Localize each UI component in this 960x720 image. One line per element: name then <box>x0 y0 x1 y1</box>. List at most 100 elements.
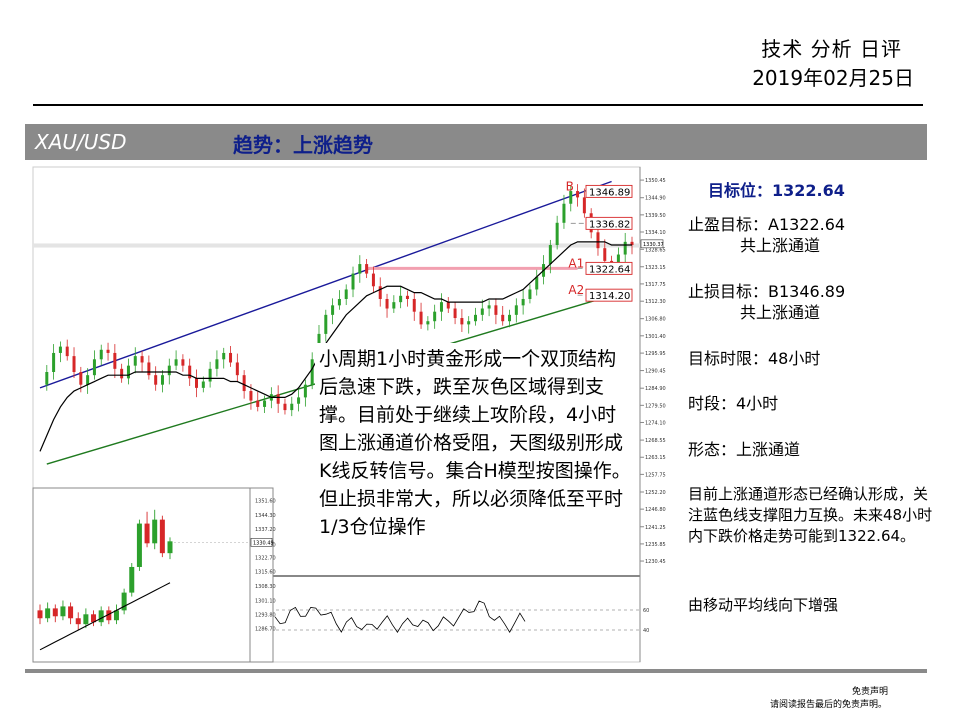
candle-body <box>405 295 409 299</box>
candle-body <box>501 314 505 322</box>
candle-body <box>412 298 416 312</box>
daily-candle-body <box>60 606 66 617</box>
daily-y-tick-label: 1315.60 <box>255 570 276 576</box>
level-label: B <box>566 179 574 193</box>
candle-body <box>473 314 477 322</box>
daily-y-tick-label: 1337.20 <box>255 527 276 533</box>
analysis-description: 目前上涨通道形态已经确认形成，关注蓝色线支撑阻力互换。未来48小时内下跌价格走势… <box>688 485 933 545</box>
y-tick-label: 1339.50 <box>645 213 666 219</box>
candle-body <box>242 375 246 392</box>
candle-body <box>480 308 484 315</box>
daily-chart-frame <box>32 487 274 663</box>
daily-candle-body <box>144 523 150 544</box>
candle-body <box>535 276 539 290</box>
candle-body <box>58 346 62 353</box>
candle-body <box>623 241 627 255</box>
level-label: A1 <box>568 256 584 270</box>
candle-body <box>147 362 151 376</box>
target-price: 目标位：1322.64 <box>708 181 845 200</box>
candle-body <box>555 222 559 246</box>
candle-body <box>167 365 171 376</box>
stop-loss-line: 止损目标：B1346.89 <box>688 282 846 301</box>
candle-body <box>222 352 226 360</box>
candle-body <box>174 359 178 366</box>
support-zone <box>33 243 640 248</box>
y-tick-label: 1306.80 <box>645 317 666 323</box>
candle-body <box>365 264 369 274</box>
candle-body <box>385 298 389 309</box>
y-tick-label: 1328.65 <box>645 247 666 253</box>
candle-body <box>154 375 158 385</box>
candle-body <box>419 311 423 325</box>
candle-body <box>310 359 314 385</box>
daily-candle-body <box>129 566 135 593</box>
candle-body <box>201 381 205 388</box>
daily-y-tick-label: 1329.40 <box>255 542 276 548</box>
candle-body <box>569 191 573 204</box>
candle-body <box>589 213 593 233</box>
candle-body <box>181 359 185 366</box>
candle-body <box>603 248 607 261</box>
take-profit-target: 止盈目标：A1322.64 共上涨通道 <box>688 214 845 256</box>
candle-body <box>208 368 212 382</box>
candle-body <box>276 394 280 404</box>
candle-body <box>460 318 464 325</box>
daily-y-tick-label: 1301.10 <box>255 598 276 604</box>
candle-body <box>45 372 49 385</box>
candle-body <box>283 403 287 411</box>
daily-y-tick-label: 1293.80 <box>255 613 276 619</box>
footer-divider <box>25 669 927 673</box>
candle-body <box>269 394 273 401</box>
candle-body <box>521 298 525 306</box>
candle-body <box>433 311 437 322</box>
candle-body <box>467 321 471 325</box>
candle-body <box>126 365 130 379</box>
daily-candle-body <box>113 610 119 621</box>
candle-body <box>72 356 76 372</box>
candle-body <box>195 378 199 388</box>
daily-candle-body <box>45 608 51 619</box>
candle-body <box>249 391 253 401</box>
candle-body <box>235 362 239 376</box>
candle-body <box>371 273 375 287</box>
candle-body <box>344 289 348 299</box>
level-value: 1314.20 <box>589 291 630 302</box>
daily-moving-average-line <box>39 582 171 651</box>
y-tick-label: 1323.15 <box>645 265 666 271</box>
level-box <box>585 288 633 302</box>
daily-candle-body <box>159 519 165 554</box>
daily-candle-body <box>121 592 127 611</box>
y-tick-label: 1230.45 <box>645 559 666 565</box>
disclaimer-title: 免责声明 <box>852 687 889 697</box>
daily-y-tick-label: 1344.30 <box>255 513 276 519</box>
oscillator-level-label: 40 <box>643 628 649 634</box>
candle-body <box>79 372 83 385</box>
candle-body <box>426 321 430 325</box>
level-value: 1346.89 <box>589 187 630 198</box>
y-tick-label: 1274.10 <box>645 420 666 426</box>
candle-body <box>610 260 614 268</box>
y-tick-label: 1334.10 <box>645 230 666 236</box>
y-tick-label: 1279.50 <box>645 403 666 409</box>
pattern: 形态：上涨通道 <box>688 440 801 459</box>
daily-y-tick-label: 1351.60 <box>255 499 276 505</box>
oscillator-line <box>274 600 526 634</box>
y-tick-label: 1235.85 <box>645 542 666 548</box>
candle-body <box>439 302 443 312</box>
current-price-label: 1330.37 <box>643 242 664 248</box>
symbol-label: XAU/USD <box>35 130 127 154</box>
title-band: XAU/USD 趋势：上涨趋势 <box>25 124 927 160</box>
candle-body <box>392 302 396 309</box>
y-tick-label: 1290.45 <box>645 369 666 375</box>
disclaimer-text: 请阅读报告最后的免责声明。 <box>770 700 888 710</box>
candle-body <box>113 352 117 369</box>
daily-current-price-label: 1330.49 <box>253 540 274 546</box>
y-tick-label: 1268.55 <box>645 438 666 444</box>
oscillator-level-label: 60 <box>643 608 649 614</box>
daily-current-price-tag <box>250 538 273 547</box>
y-tick-label: 1257.75 <box>645 472 666 478</box>
header-divider <box>33 104 923 106</box>
candle-body <box>99 349 103 360</box>
candle-body <box>358 264 362 274</box>
candle-body <box>215 359 219 369</box>
